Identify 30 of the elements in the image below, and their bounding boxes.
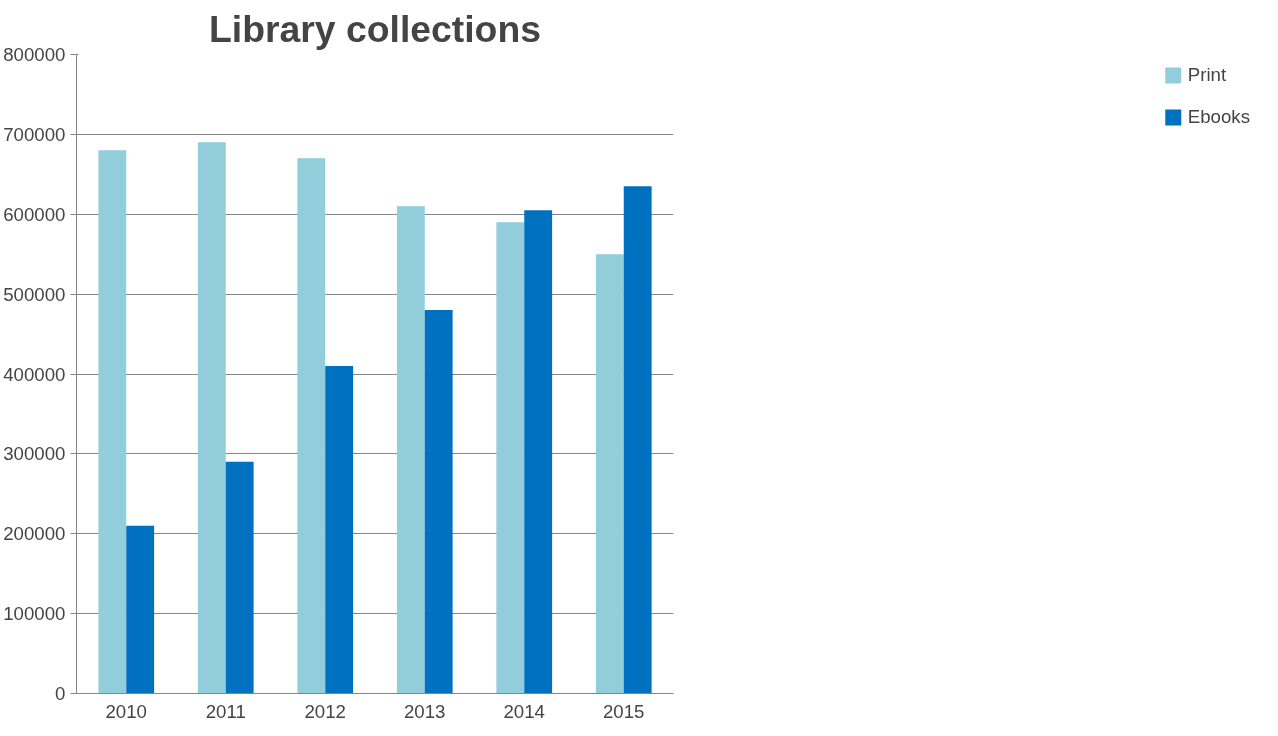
- x-tick-label: 2015: [603, 700, 645, 722]
- x-tick-label: 2012: [304, 700, 347, 722]
- legend-label: Ebooks: [1187, 106, 1250, 128]
- y-tick-label: 800000: [3, 44, 66, 65]
- y-tick-label: 0: [55, 683, 66, 704]
- bar: [126, 525, 155, 694]
- y-tick-label: 700000: [3, 123, 66, 145]
- bar: [524, 210, 553, 694]
- bar: [496, 222, 525, 694]
- bar: [325, 366, 354, 694]
- y-tick-label: 200000: [3, 523, 66, 545]
- bar: [396, 206, 425, 694]
- bar: [424, 310, 453, 694]
- x-tick-label: 2014: [503, 700, 546, 722]
- bar: [623, 186, 652, 694]
- bar: [98, 150, 127, 694]
- x-tick-label: 2013: [404, 700, 446, 722]
- bar: [197, 142, 226, 694]
- bar: [595, 254, 624, 694]
- bar: [225, 461, 254, 694]
- x-tick-label: 2011: [205, 700, 246, 722]
- chart-title: Library collections: [209, 7, 541, 50]
- y-tick-label: 300000: [3, 443, 66, 465]
- y-tick-label: 100000: [3, 603, 66, 625]
- y-tick-label: 500000: [3, 283, 66, 305]
- x-tick-label: 2010: [105, 700, 148, 722]
- bar: [297, 158, 326, 694]
- y-tick-label: 400000: [3, 363, 66, 385]
- y-tick-label: 600000: [3, 203, 66, 225]
- legend-label: Print: [1187, 64, 1227, 86]
